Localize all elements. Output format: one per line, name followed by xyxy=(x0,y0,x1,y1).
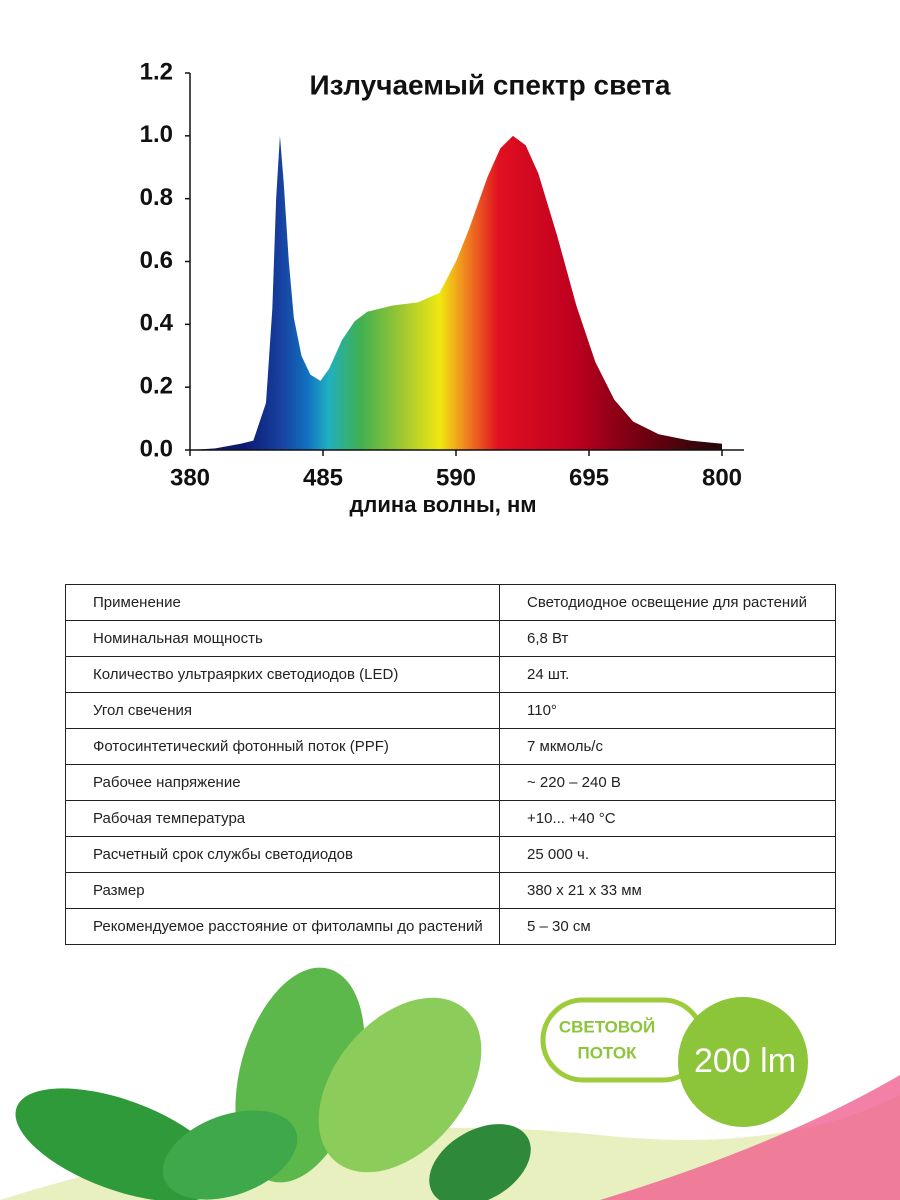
table-row: Количество ультраярких светодиодов (LED)… xyxy=(65,656,836,693)
y-tick-label: 0.8 xyxy=(140,184,173,211)
badge-value: 200 lm xyxy=(694,1042,796,1080)
pink-swoosh xyxy=(600,1075,900,1200)
table-row: Расчетный срок службы светодиодов 25 000 … xyxy=(65,836,836,873)
value-cell: +10... +40 °С xyxy=(499,800,836,837)
table-row: Рабочая температура +10... +40 °С xyxy=(65,800,836,837)
param-cell: Размер xyxy=(65,872,500,909)
value-cell: 25 000 ч. xyxy=(499,836,836,873)
x-tick-label: 695 xyxy=(569,464,609,491)
table-row: Фотосинтетический фотонный поток (PPF) 7 … xyxy=(65,728,836,765)
x-axis-label: длина волны, нм xyxy=(349,492,536,517)
y-tick-label: 1.2 xyxy=(140,58,173,85)
decoration: СВЕТОВОЙ ПОТОК 200 lm xyxy=(0,967,900,1200)
value-cell: 110° xyxy=(499,692,836,729)
param-cell: Количество ультраярких светодиодов (LED) xyxy=(65,656,500,693)
table-row: Рабочее напряжение ~ 220 – 240 В xyxy=(65,764,836,801)
value-cell: 6,8 Вт xyxy=(499,620,836,657)
chart-title: Излучаемый спектр света xyxy=(310,69,671,100)
x-tick-label: 380 xyxy=(170,464,210,491)
y-tick-label: 0.6 xyxy=(140,247,173,274)
value-cell: 5 – 30 см xyxy=(499,908,836,945)
param-cell: Расчетный срок службы светодиодов xyxy=(65,836,500,873)
leaf xyxy=(318,997,482,1173)
y-tick-label: 0.4 xyxy=(140,310,174,337)
param-cell: Рабочая температура xyxy=(65,800,500,837)
x-tick-label: 800 xyxy=(702,464,742,491)
param-cell: Фотосинтетический фотонный поток (PPF) xyxy=(65,728,500,765)
value-cell: 7 мкмоль/с xyxy=(499,728,836,765)
y-tick-label: 0.0 xyxy=(140,435,173,462)
param-cell: Номинальная мощность xyxy=(65,620,500,657)
value-cell: 380 х 21 х 33 мм xyxy=(499,872,836,909)
table-row: Рекомендуемое расстояние от фитолампы до… xyxy=(65,908,836,945)
value-cell: ~ 220 – 240 В xyxy=(499,764,836,801)
param-cell: Рекомендуемое расстояние от фитолампы до… xyxy=(65,908,500,945)
y-tick-label: 0.2 xyxy=(140,373,173,400)
param-cell: Применение xyxy=(65,584,500,621)
table-row: Размер 380 х 21 х 33 мм xyxy=(65,872,836,909)
leaf xyxy=(162,1110,298,1200)
table-row: Применение Светодиодное освещение для рас… xyxy=(65,584,836,621)
spectrum-area xyxy=(190,135,722,451)
value-cell: 24 шт. xyxy=(499,656,836,693)
value-cell: Светодиодное освещение для растений xyxy=(499,584,836,621)
param-cell: Рабочее напряжение xyxy=(65,764,500,801)
leaf xyxy=(429,1124,531,1200)
chart: Излучаемый спектр света длина волны, нм … xyxy=(140,58,744,517)
table-row: Номинальная мощность 6,8 Вт xyxy=(65,620,836,657)
spec-table: Применение Светодиодное освещение для рас… xyxy=(65,584,836,945)
param-cell: Угол свечения xyxy=(65,692,500,729)
x-tick-label: 485 xyxy=(303,464,343,491)
y-tick-label: 1.0 xyxy=(140,121,173,148)
badge-circle xyxy=(678,997,808,1127)
x-tick-label: 590 xyxy=(436,464,476,491)
table-row: Угол свечения 110° xyxy=(65,692,836,729)
badge-label: СВЕТОВОЙ xyxy=(559,1017,655,1036)
badge-label: ПОТОК xyxy=(577,1043,637,1062)
